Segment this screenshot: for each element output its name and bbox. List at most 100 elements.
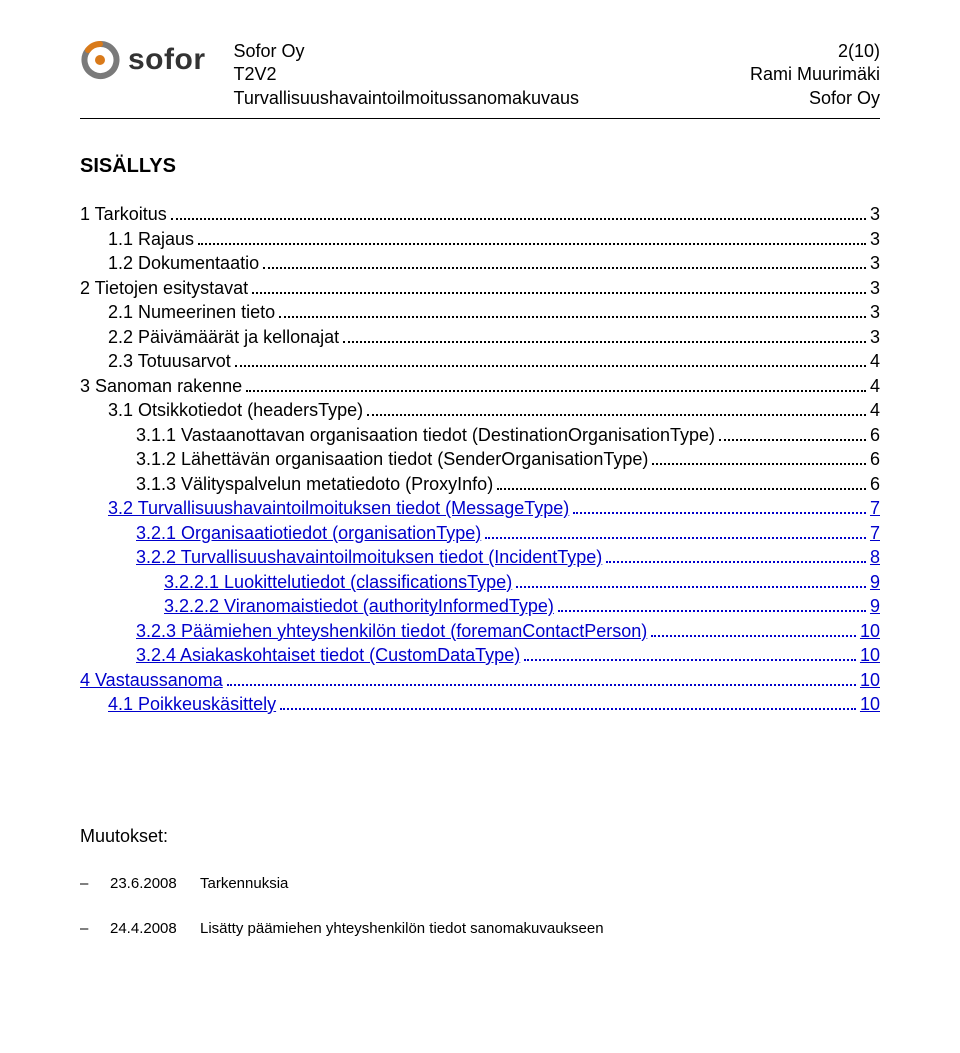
header-page-number: 2(10) xyxy=(750,40,880,63)
toc-leader-dots xyxy=(651,618,856,636)
header-doc-title: Turvallisuushavaintoilmoitussanomakuvaus xyxy=(234,87,580,110)
toc-entry-label: 2.1 Numeerinen tieto xyxy=(108,300,275,324)
toc-leader-dots xyxy=(573,496,866,514)
toc-leader-dots xyxy=(252,276,866,294)
toc-leader-dots xyxy=(485,520,866,538)
toc-entry[interactable]: 4 Vastaussanoma 10 xyxy=(80,667,880,691)
toc-entry-label: 3.2.3 Päämiehen yhteyshenkilön tiedot (f… xyxy=(136,619,647,643)
toc-entry[interactable]: 3.2.2 Turvallisuushavaintoilmoituksen ti… xyxy=(80,545,880,569)
toc-leader-dots xyxy=(497,472,866,490)
toc-entry-page: 10 xyxy=(860,668,880,692)
toc-entry: 1.1 Rajaus 3 xyxy=(80,227,880,251)
toc-leader-dots xyxy=(367,398,866,416)
change-text: Tarkennuksia xyxy=(200,875,288,892)
toc-entry-label: 3 Sanoman rakenne xyxy=(80,374,242,398)
toc-entry-label: 4.1 Poikkeuskäsittely xyxy=(108,692,276,716)
toc-entry-page: 7 xyxy=(870,496,880,520)
toc-entry[interactable]: 3.2.1 Organisaatiotiedot (organisationTy… xyxy=(80,520,880,544)
toc-entry-page: 3 xyxy=(870,276,880,300)
header-left: Sofor Oy T2V2 Turvallisuushavaintoilmoit… xyxy=(234,40,580,110)
toc-entry-page: 10 xyxy=(860,619,880,643)
toc-leader-dots xyxy=(524,643,856,661)
toc-entry: 2 Tietojen esitystavat 3 xyxy=(80,276,880,300)
toc-leader-dots xyxy=(516,569,866,587)
toc-entry-label: 1.2 Dokumentaatio xyxy=(108,251,259,275)
toc-leader-dots xyxy=(246,374,866,392)
toc-entry-label: 3.1.3 Välityspalvelun metatiedoto (Proxy… xyxy=(136,472,493,496)
toc-leader-dots xyxy=(280,692,856,710)
toc-leader-dots xyxy=(198,227,866,245)
toc-entry-page: 9 xyxy=(870,594,880,618)
toc-entry-page: 7 xyxy=(870,521,880,545)
toc-entry: 3.1 Otsikkotiedot (headersType)4 xyxy=(80,398,880,422)
toc-entry[interactable]: 3.2.2.1 Luokittelutiedot (classification… xyxy=(80,569,880,593)
header-company: Sofor Oy xyxy=(234,40,580,63)
toc-entry-label: 2.2 Päivämäärät ja kellonajat xyxy=(108,325,339,349)
toc-entry-label: 2 Tietojen esitystavat xyxy=(80,276,248,300)
toc-entry[interactable]: 4.1 Poikkeuskäsittely 10 xyxy=(80,692,880,716)
toc-entry-page: 4 xyxy=(870,349,880,373)
toc-entry-page: 10 xyxy=(860,692,880,716)
toc-entry-label: 3.1.2 Lähettävän organisaation tiedot (S… xyxy=(136,447,648,471)
toc-entry-label: 1.1 Rajaus xyxy=(108,227,194,251)
sofor-logo-icon xyxy=(80,40,120,80)
table-of-contents: 1 Tarkoitus31.1 Rajaus31.2 Dokumentaatio… xyxy=(80,202,880,716)
toc-entry[interactable]: 3.2.2.2 Viranomaistiedot (authorityInfor… xyxy=(80,594,880,618)
toc-entry-page: 3 xyxy=(870,202,880,226)
toc-entry[interactable]: 3.2.3 Päämiehen yhteyshenkilön tiedot (f… xyxy=(80,618,880,642)
toc-entry-page: 8 xyxy=(870,545,880,569)
change-entry: –24.4.2008Lisätty päämiehen yhteyshenkil… xyxy=(80,920,880,937)
changes-title: Muutokset: xyxy=(80,826,880,847)
toc-entry-label: 3.2.2 Turvallisuushavaintoilmoituksen ti… xyxy=(136,545,602,569)
toc-entry-page: 6 xyxy=(870,447,880,471)
toc-leader-dots xyxy=(652,447,866,465)
toc-entry: 2.1 Numeerinen tieto 3 xyxy=(80,300,880,324)
header-fields: Sofor Oy T2V2 Turvallisuushavaintoilmoit… xyxy=(234,40,881,110)
changes-section: Muutokset: – 23.6.2008Tarkennuksia –24.4.2… xyxy=(80,826,880,937)
toc-entry-page: 3 xyxy=(870,251,880,275)
toc-leader-dots xyxy=(719,423,866,441)
toc-entry-label: 3.1 Otsikkotiedot (headersType) xyxy=(108,398,363,422)
change-dash: – xyxy=(80,920,110,937)
changes-list: – 23.6.2008Tarkennuksia –24.4.2008Lisätty … xyxy=(80,875,880,937)
toc-leader-dots xyxy=(606,545,866,563)
change-date: 23.6.2008 xyxy=(110,875,200,892)
toc-entry-page: 4 xyxy=(870,374,880,398)
toc-leader-dots xyxy=(279,300,866,318)
document-page: sofor Sofor Oy T2V2 Turvallisuushavainto… xyxy=(0,0,960,1005)
page-header: sofor Sofor Oy T2V2 Turvallisuushavainto… xyxy=(80,40,880,119)
toc-entry[interactable]: 3.2.4 Asiakaskohtaiset tiedot (CustomDat… xyxy=(80,643,880,667)
toc-entry: 3.1.3 Välityspalvelun metatiedoto (Proxy… xyxy=(80,472,880,496)
toc-entry: 1.2 Dokumentaatio 3 xyxy=(80,251,880,275)
toc-entry-label: 3.2.1 Organisaatiotiedot (organisationTy… xyxy=(136,521,481,545)
toc-entry-label: 4 Vastaussanoma xyxy=(80,668,223,692)
toc-entry: 3.1.1 Vastaanottavan organisaation tiedo… xyxy=(80,423,880,447)
header-author: Rami Muurimäki xyxy=(750,63,880,86)
toc-entry-label: 3.2.2.2 Viranomaistiedot (authorityInfor… xyxy=(164,594,554,618)
toc-entry-page: 3 xyxy=(870,300,880,324)
toc-entry-label: 1 Tarkoitus xyxy=(80,202,167,226)
toc-entry[interactable]: 3.2 Turvallisuushavaintoilmoituksen tied… xyxy=(80,496,880,520)
toc-entry: 2.2 Päivämäärät ja kellonajat3 xyxy=(80,325,880,349)
header-company-right: Sofor Oy xyxy=(750,87,880,110)
toc-entry-page: 6 xyxy=(870,423,880,447)
toc-entry-label: 3.2.4 Asiakaskohtaiset tiedot (CustomDat… xyxy=(136,643,520,667)
toc-entry: 1 Tarkoitus 3 xyxy=(80,202,880,226)
toc-entry: 3 Sanoman rakenne 4 xyxy=(80,374,880,398)
toc-entry-label: 2.3 Totuusarvot xyxy=(108,349,231,373)
toc-entry-label: 3.2 Turvallisuushavaintoilmoituksen tied… xyxy=(108,496,569,520)
toc-entry-page: 6 xyxy=(870,472,880,496)
toc-leader-dots xyxy=(263,251,866,269)
change-date: 24.4.2008 xyxy=(110,920,200,937)
toc-entry-page: 3 xyxy=(870,227,880,251)
toc-leader-dots xyxy=(343,325,866,343)
change-text: Lisätty päämiehen yhteyshenkilön tiedot … xyxy=(200,920,604,937)
toc-entry-label: 3.2.2.1 Luokittelutiedot (classification… xyxy=(164,570,512,594)
header-right: 2(10) Rami Muurimäki Sofor Oy xyxy=(750,40,880,110)
toc-entry-page: 9 xyxy=(870,570,880,594)
toc-entry: 2.3 Totuusarvot 4 xyxy=(80,349,880,373)
header-doc-code: T2V2 xyxy=(234,63,580,86)
toc-leader-dots xyxy=(227,667,856,685)
toc-entry-page: 10 xyxy=(860,643,880,667)
toc-leader-dots xyxy=(235,349,866,367)
